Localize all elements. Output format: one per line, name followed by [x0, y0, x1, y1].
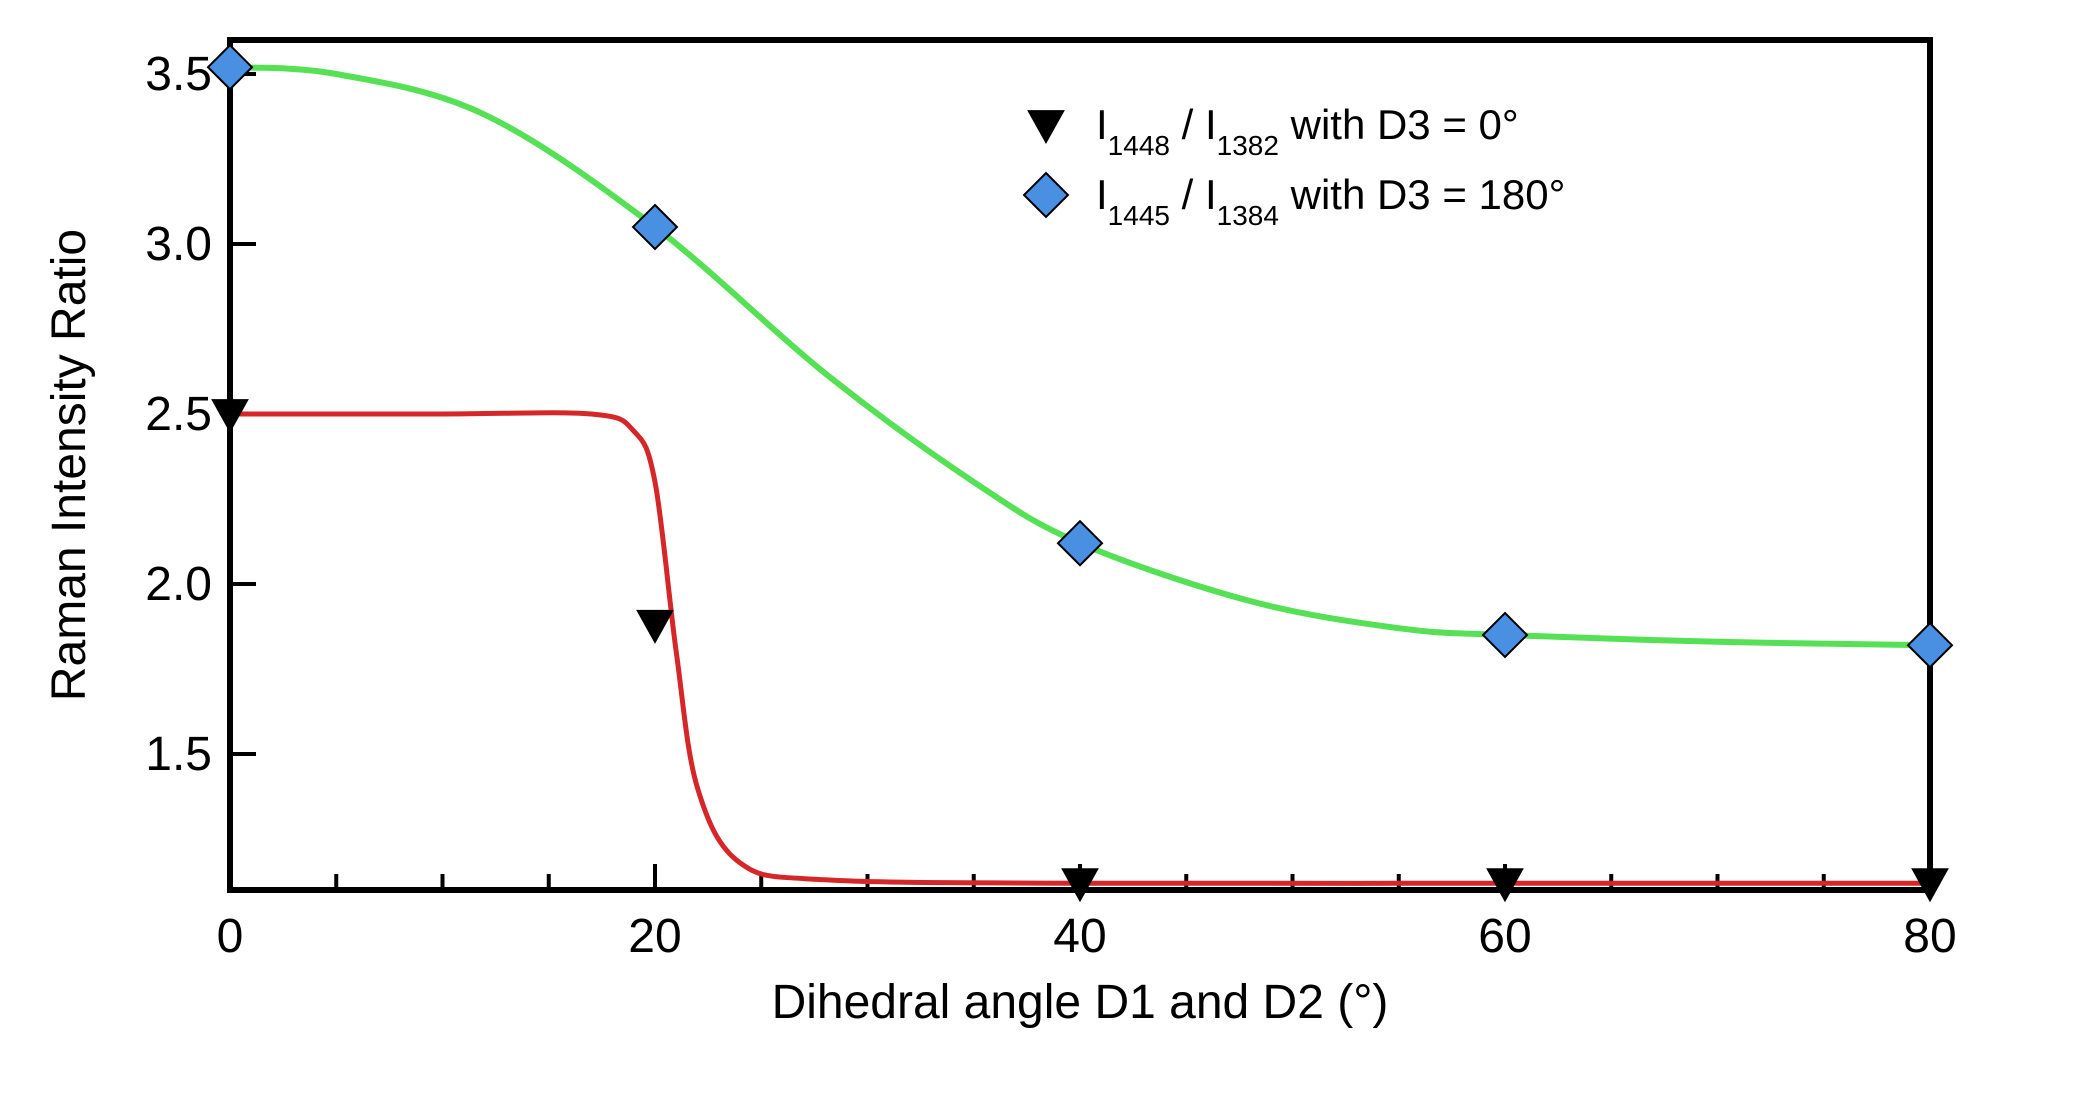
legend-label-d3_180: I1445 / I1384 with D3 = 180° — [1096, 171, 1565, 231]
legend-marker-d3_180 — [1024, 173, 1068, 217]
y-tick-label: 3.0 — [145, 218, 212, 271]
plot-border — [230, 40, 1930, 890]
y-tick-label: 3.5 — [145, 48, 212, 101]
y-tick-label: 2.5 — [145, 388, 212, 441]
marker-d3_0 — [637, 610, 673, 642]
x-axis-label: Dihedral angle D1 and D2 (°) — [772, 976, 1389, 1029]
x-tick-label: 80 — [1903, 910, 1956, 963]
marker-d3_180 — [1058, 521, 1102, 565]
x-tick-label: 40 — [1053, 910, 1106, 963]
legend-marker-d3_0 — [1028, 111, 1064, 143]
legend-label-d3_0: I1448 / I1382 with D3 = 0° — [1096, 101, 1519, 161]
chart-container: 0 20 40 60 80 1.5 2.0 2.5 3.0 3.5 Dihedral angle D… — [0, 0, 2088, 1102]
series-line-d3_0 — [230, 413, 1930, 884]
marker-d3_180 — [1908, 623, 1952, 667]
y-axis-label: Raman Intensity Ratio — [43, 229, 96, 701]
chart-svg: 0 20 40 60 80 1.5 2.0 2.5 3.0 3.5 Dihedral angle D… — [0, 0, 2088, 1102]
x-tick-label: 0 — [217, 910, 244, 963]
x-tick-label: 20 — [628, 910, 681, 963]
y-tick-label: 1.5 — [145, 728, 212, 781]
y-tick-label: 2.0 — [145, 558, 212, 611]
marker-d3_180 — [208, 45, 252, 89]
marker-d3_180 — [1483, 613, 1527, 657]
x-tick-label: 60 — [1478, 910, 1531, 963]
